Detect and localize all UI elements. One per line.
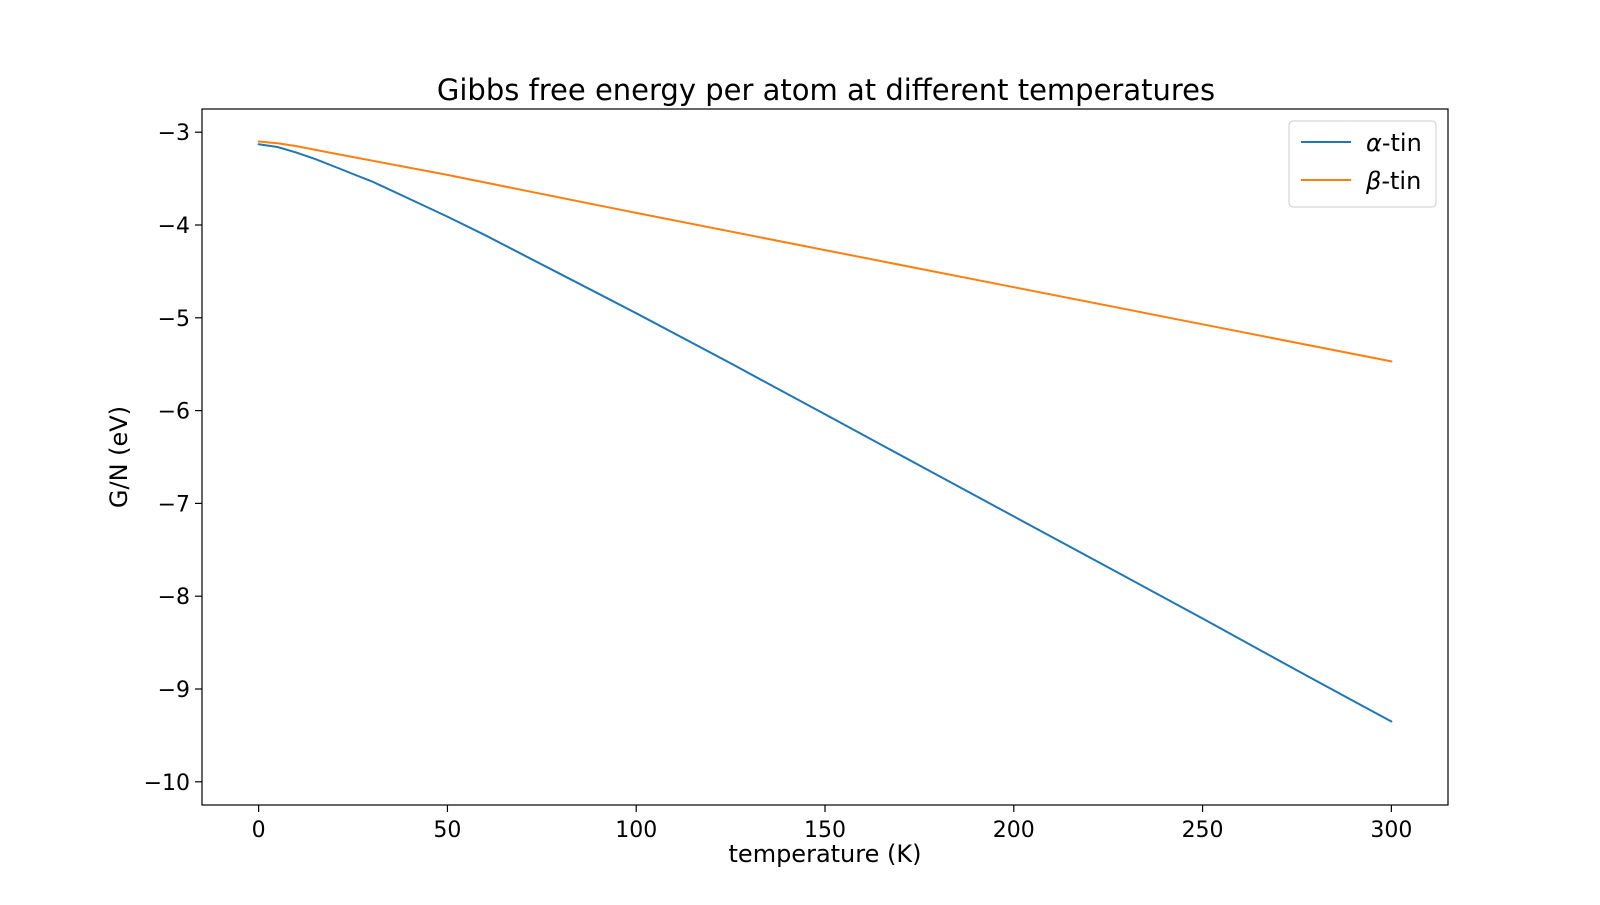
y-tick-label: −3 xyxy=(158,121,190,146)
y-tick-label: −10 xyxy=(144,771,190,796)
legend-entry-label: α-tin xyxy=(1366,129,1422,157)
y-axis-label: G/N (eV) xyxy=(105,406,133,508)
x-tick-label: 100 xyxy=(615,818,657,843)
legend-symbol: β xyxy=(1365,167,1381,195)
y-tick-label: −6 xyxy=(158,400,190,425)
x-tick-label: 200 xyxy=(993,818,1035,843)
legend-symbol: α xyxy=(1366,129,1382,157)
y-tick-label: −8 xyxy=(158,585,190,610)
series-layer xyxy=(257,140,1393,723)
x-tick-label: 50 xyxy=(433,818,461,843)
plot-area xyxy=(201,108,1449,806)
x-tick-label: 150 xyxy=(804,818,846,843)
y-tick-label: −7 xyxy=(158,492,190,517)
y-tick-label: −5 xyxy=(158,307,190,332)
y-tick-label: −4 xyxy=(158,214,190,239)
legend-suffix: -tin xyxy=(1382,129,1422,157)
series-line-beta-tin xyxy=(257,140,1393,363)
x-axis-ticks: 0 50 100 150 200 250 300 xyxy=(252,805,1412,843)
x-tick-label: 0 xyxy=(252,818,266,843)
x-axis-label: temperature (K) xyxy=(729,840,922,868)
x-tick-label: 250 xyxy=(1182,818,1224,843)
legend-suffix: -tin xyxy=(1381,167,1421,195)
y-tick-label: −9 xyxy=(158,678,190,703)
y-axis-ticks: −3 −4 −5 −6 −7 −8 −9 −10 xyxy=(144,121,202,796)
legend-entry-label: β-tin xyxy=(1365,167,1421,195)
series-line-alpha-tin xyxy=(257,143,1393,723)
chart-title: Gibbs free energy per atom at different … xyxy=(437,73,1215,107)
x-tick-label: 300 xyxy=(1370,818,1412,843)
